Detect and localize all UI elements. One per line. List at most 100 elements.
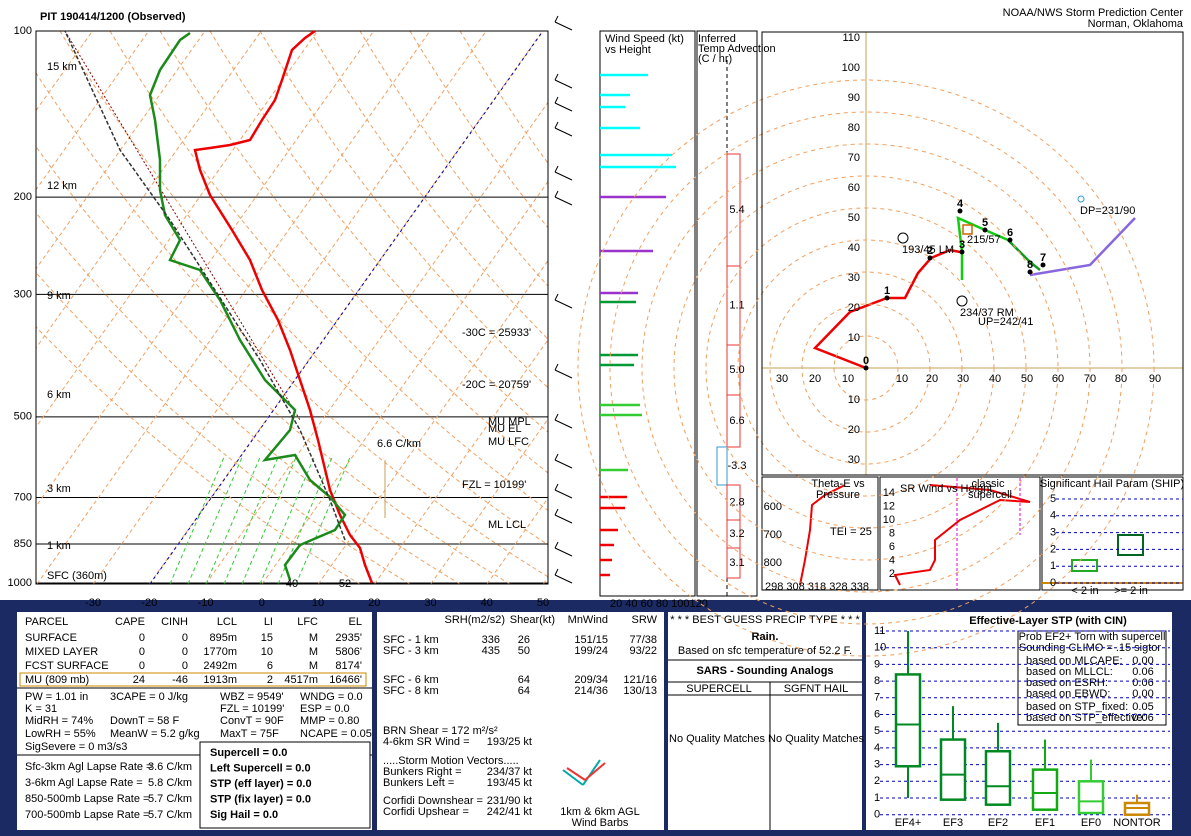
cell: 24 bbox=[133, 674, 145, 686]
height-label: 15 km bbox=[47, 61, 77, 73]
category: EF0 bbox=[1081, 817, 1101, 829]
pressure-label: 500 bbox=[14, 411, 32, 423]
brn: BRN Shear = 172 m²/s² bbox=[383, 725, 498, 737]
lapse-label: 850-500mb Lapse Rate = bbox=[25, 793, 149, 805]
advection-value: -3.3 bbox=[728, 460, 747, 472]
category: EF3 bbox=[943, 817, 963, 829]
hodo-tick: 90 bbox=[848, 92, 860, 104]
cell: SFC - 1 km bbox=[383, 634, 439, 646]
wind-barb bbox=[554, 196, 573, 206]
dry-adiabat bbox=[36, 212, 461, 584]
axis-label: 4 bbox=[1050, 510, 1056, 522]
cell: 8174' bbox=[335, 660, 362, 672]
cell: 6 bbox=[267, 660, 273, 672]
wind-barb bbox=[554, 508, 559, 516]
hodo-point bbox=[1040, 262, 1046, 268]
height-label: 12 km bbox=[47, 180, 77, 192]
motion: 193/45 kt bbox=[487, 777, 532, 789]
cell: 5806' bbox=[335, 646, 362, 658]
hodo-ring bbox=[673, 175, 1059, 561]
axis-label: 4 bbox=[874, 742, 880, 754]
cell: 895m bbox=[209, 632, 237, 644]
temperature-label: 0 bbox=[259, 597, 265, 609]
index: WBZ = 9549' bbox=[220, 691, 284, 703]
dry-adiabat bbox=[109, 31, 548, 511]
wind-barb bbox=[554, 568, 559, 576]
index: MidRH = 74% bbox=[25, 715, 93, 727]
panel-note: classic bbox=[971, 478, 1005, 490]
axis-label: 2 bbox=[874, 775, 880, 787]
axis-label: 6 bbox=[874, 708, 880, 720]
hodo-tick: 70 bbox=[848, 152, 860, 164]
cell: 50 bbox=[518, 645, 530, 657]
advection-value: 1.1 bbox=[729, 299, 744, 311]
wind-barb bbox=[554, 369, 573, 379]
precip-note: Based on sfc temperature of 52.2 F. bbox=[678, 645, 852, 657]
hodo-tick: 10 bbox=[848, 394, 860, 406]
column-header: SRH(m2/s2) bbox=[444, 614, 505, 626]
wind-barb bbox=[554, 483, 559, 491]
panel-title: vs Height bbox=[605, 44, 651, 56]
hodo-3-6km bbox=[956, 215, 1009, 280]
precip-title: * * * BEST GUESS PRECIP TYPE * * * bbox=[670, 614, 860, 626]
cell: 2492m bbox=[203, 660, 237, 672]
wind-barb bbox=[554, 363, 559, 371]
wind-barb bbox=[554, 15, 559, 23]
wind-barb bbox=[554, 489, 573, 499]
grid-line bbox=[187, 454, 244, 584]
wind-barb bbox=[554, 127, 573, 137]
column-header: SUPERCELL bbox=[686, 683, 751, 695]
axis-label: 298 308 318 328 338 bbox=[765, 581, 869, 593]
hodo-point bbox=[1027, 269, 1033, 275]
dp-marker bbox=[1077, 195, 1085, 203]
ship-box bbox=[1071, 559, 1098, 572]
hodo-tick: 90 bbox=[1149, 373, 1161, 385]
cell: -46 bbox=[172, 674, 188, 686]
hodo-point bbox=[959, 249, 965, 255]
cell: 77/38 bbox=[629, 634, 657, 646]
cell: 199/24 bbox=[574, 645, 608, 657]
cell: 209/34 bbox=[574, 674, 608, 686]
precip-panel bbox=[668, 612, 862, 830]
column-header: LCL bbox=[217, 616, 237, 628]
theta-frame bbox=[761, 476, 879, 591]
hodo-point bbox=[927, 255, 933, 261]
prob-value: 0.06 bbox=[1132, 712, 1153, 724]
grid-line bbox=[317, 259, 548, 584]
index: ESP = 0.0 bbox=[300, 703, 350, 715]
sars-match: No Quality Matches bbox=[768, 733, 864, 745]
column-header: CINH bbox=[161, 616, 188, 628]
dry-adiabat bbox=[259, 31, 548, 389]
panel-title: Inferred bbox=[698, 33, 736, 45]
axis-label: 600 bbox=[764, 501, 782, 513]
temperature-label: 30 bbox=[424, 597, 436, 609]
hodo-ring bbox=[577, 79, 1155, 657]
skewt-frame bbox=[35, 30, 549, 585]
sfc-dewpoint: 40 bbox=[286, 578, 298, 590]
lapse-label: 3-6km Agl Lapse Rate = bbox=[25, 777, 143, 789]
index: K = 31 bbox=[25, 703, 57, 715]
axis-label: 4 bbox=[889, 554, 895, 566]
grid-line bbox=[259, 454, 316, 584]
wind-barb bbox=[554, 541, 559, 549]
dry-adiabat bbox=[36, 326, 361, 584]
lm-marker bbox=[897, 232, 909, 244]
axis-label: 1 bbox=[1050, 560, 1056, 572]
pressure-label: 700 bbox=[14, 491, 32, 503]
index: MeanW = 5.2 g/kg bbox=[110, 728, 200, 740]
axis-label: 0 bbox=[874, 809, 880, 821]
hodo-point-label: 1 bbox=[884, 285, 890, 297]
cell: SFC - 3 km bbox=[383, 645, 439, 657]
panel-title: Significant Hail Param (SHIP) bbox=[1040, 478, 1184, 490]
index: FZL = 10199' bbox=[220, 703, 284, 715]
parcel-level: MU MPL bbox=[488, 416, 531, 428]
cell: 214/36 bbox=[574, 685, 608, 697]
wind-barb bbox=[554, 190, 559, 198]
index: WNDG = 0.0 bbox=[300, 691, 363, 703]
cell: 336 bbox=[482, 634, 500, 646]
grid-line bbox=[169, 454, 226, 584]
tei-label: TEI = 25 bbox=[830, 526, 872, 538]
prob-label: based on STP_effective: bbox=[1026, 712, 1146, 724]
axis-label: 14 bbox=[883, 487, 895, 499]
